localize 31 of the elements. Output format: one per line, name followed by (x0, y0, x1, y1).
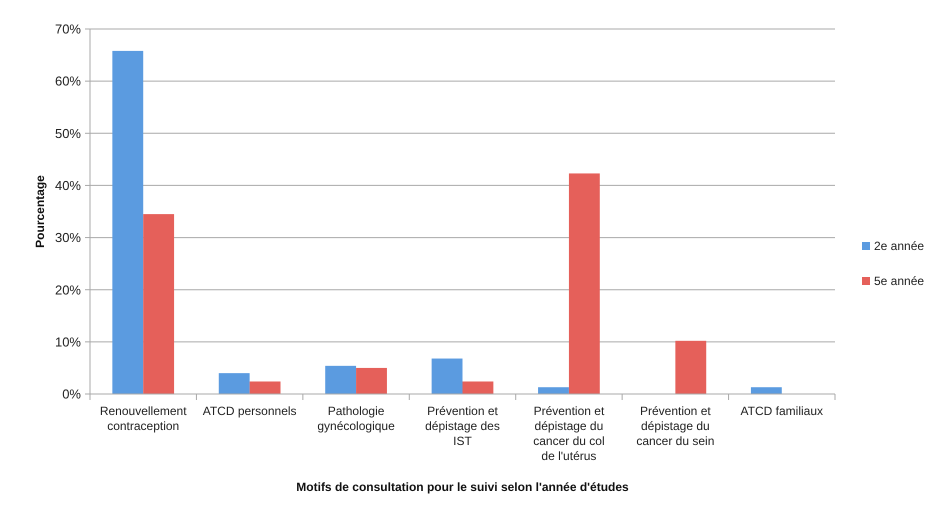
bar (250, 381, 281, 394)
bar (325, 366, 356, 394)
legend-label: 5e année (874, 274, 924, 288)
bar (462, 381, 494, 394)
x-axis-title: Motifs de consultation pour le suivi selon l'année d'études (296, 480, 630, 494)
x-tick-label: Renouvellement contraception (100, 404, 188, 433)
x-tick-label: Prévention et dépistage du cancer du sein (636, 404, 714, 448)
bar (750, 387, 782, 394)
bar (568, 173, 600, 394)
bar (143, 214, 174, 394)
bar (356, 368, 387, 394)
x-tick-label: Prévention et dépistage du cancer du col de l'utérus (533, 404, 605, 463)
y-tick-label: 0% (62, 386, 82, 402)
x-tick-label: Prévention et dépistage des IST (425, 404, 500, 448)
y-tick-label: 30% (54, 230, 82, 246)
x-tick-label: ATCD personnels (202, 404, 297, 418)
legend-label: 2e année (874, 239, 924, 254)
bar (538, 387, 569, 394)
bar (432, 358, 462, 394)
bar (675, 340, 706, 394)
bar (112, 50, 144, 394)
bar (218, 373, 250, 394)
y-tick-label: 40% (54, 178, 82, 193)
x-tick-label: Pathologie gynécologique (317, 404, 396, 433)
x-tick-label: ATCD familiaux (740, 404, 824, 418)
y-axis-title: Pourcentage (33, 174, 47, 248)
y-tick-label: 60% (54, 74, 82, 89)
y-tick-label: 10% (54, 334, 82, 350)
y-tick-label: 50% (54, 126, 82, 141)
y-tick-label: 70% (54, 22, 82, 37)
y-tick-label: 20% (54, 282, 82, 298)
